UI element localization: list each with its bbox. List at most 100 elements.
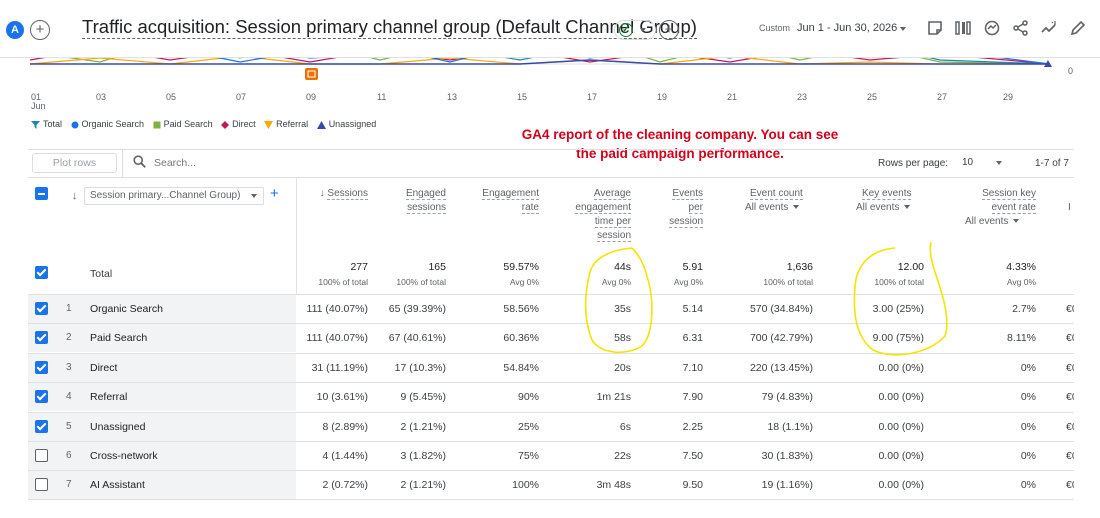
cell-events-per: 7.50 [682,450,703,462]
col-header-engaged-sessions[interactable]: Engaged sessions [380,187,446,215]
total-engaged-sub: 100% of total [396,277,446,287]
legend-item-direct[interactable]: Direct [221,119,256,129]
cell-engaged: 2 (1.21%) [400,479,446,492]
rows-per-page-select[interactable]: 10 [962,157,974,168]
legend-item-referral[interactable]: Referral [264,119,308,129]
table-row[interactable]: 7 AI Assistant 2 (0.72%) 2 (1.21%) 100% 3m 48… [28,470,1074,500]
col-header-label: Events [672,188,703,200]
plot-rows-button[interactable]: Plot rows [32,153,117,173]
report-title: Traffic acquisition: Session primary cha… [82,16,697,39]
col-header-label: I [1068,202,1071,213]
x-tick: 13 [447,92,458,102]
trend-icon[interactable] [1040,19,1058,37]
row-checkbox[interactable] [35,449,48,462]
row-checkbox[interactable] [35,302,48,315]
search-icon [133,155,146,168]
col-header-session-key-event-rate[interactable]: Session key event rate All events [960,187,1036,229]
legend-label: Total [43,119,63,129]
cell-overflow: €0 [1066,450,1074,462]
legend-item-unassigned[interactable]: Unassigned [316,119,376,129]
legend-item-organic-search[interactable]: Organic Search [71,119,145,129]
cell-engaged: 3 (1.82%) [400,450,446,462]
search-input[interactable] [154,154,354,171]
add-dimension-button[interactable]: + [270,185,279,202]
cell-sessions: 111 (40.07%) [306,303,368,315]
col-header-event-count[interactable]: Event count All events [720,187,810,215]
channel-name[interactable]: Organic Search [90,303,163,315]
col-header-events-per-session[interactable]: Events per session [650,187,703,229]
cell-ske-rate: 8.11% [1007,332,1036,345]
channel-name[interactable]: Direct [90,361,118,374]
share-icon[interactable] [1012,19,1030,37]
legend-label: Organic Search [81,119,145,129]
highlight-ring-avg-time [584,247,653,353]
channel-name[interactable]: Cross-network [90,450,158,462]
chevron-down-icon[interactable] [996,161,1002,165]
cell-events-per: 9.50 [682,479,703,492]
ske-filter-label: All events [965,216,1009,227]
col-header-sessions[interactable]: ↓ Sessions [300,187,368,201]
cell-overflow: €0 [1066,303,1074,315]
pencil-icon[interactable] [1069,19,1087,37]
chevron-down-icon [1013,219,1020,224]
edit-report-icon[interactable] [926,19,944,37]
key-event-filter-label: All events [856,202,900,213]
row-checkbox[interactable] [35,419,48,433]
col-header-key-events[interactable]: Key events All events [840,187,930,215]
cell-events-per: 7.10 [682,361,703,374]
highlight-ring-key-events [853,241,948,356]
chevron-down-icon[interactable] [900,27,906,31]
dimension-cell [28,353,296,382]
col-header-avg-engagement-time[interactable]: Average engagement time per session [555,187,631,243]
cell-sessions: 8 (2.89%) [322,420,368,433]
totals-checkbox[interactable] [35,266,48,279]
select-all-checkbox[interactable] [35,187,48,200]
channel-name[interactable]: Paid Search [90,332,148,345]
dimension-selector[interactable]: Session primary...Channel Group) [84,187,264,205]
table-row[interactable]: 3 Direct 31 (11.19%) 17 (10.3%) 54.84% 20s 7.1… [28,352,1074,382]
ske-filter-dropdown[interactable]: All events [960,215,1036,229]
add-filter-button[interactable]: + [659,20,679,40]
cell-sessions: 2 (0.72%) [322,479,368,492]
row-checkbox[interactable] [35,360,48,374]
chevron-down-icon [793,205,800,210]
col-header-overflow: I [1068,201,1074,215]
event-filter-dropdown[interactable]: All events [720,201,810,215]
table-row[interactable]: 5 Unassigned 8 (2.89%) 2 (1.21%) 25% 6s 2.25 18… [28,411,1074,441]
dimension-cell [28,295,296,323]
legend-item-paid-search[interactable]: Paid Search [153,119,213,129]
key-event-filter-dropdown[interactable]: All events [840,201,930,215]
report-status-dropdown[interactable]: ✓ [614,20,656,40]
cell-event-count: 220 (13.45%) [749,361,813,374]
x-tick: 25 [867,92,878,102]
table-row[interactable]: 2 Paid Search 111 (40.07%) 67 (40.61%) 60.36… [28,323,1074,353]
account-avatar[interactable]: A [6,21,24,39]
channel-name[interactable]: AI Assistant [90,479,145,492]
row-checkbox[interactable] [35,390,48,404]
column-divider [296,178,297,295]
compare-icon[interactable] [954,19,972,37]
row-checkbox[interactable] [35,331,48,345]
total-engagement-rate-sub: Avg 0% [509,277,539,287]
row-checkbox[interactable] [35,478,48,492]
date-range-picker[interactable]: Jun 1 - Jun 30, 2026 [797,22,898,34]
legend-item-total[interactable]: Total [31,119,63,130]
dimension-cell [28,324,296,353]
col-header-engagement-rate[interactable]: Engagement rate [462,187,539,215]
table-row[interactable]: 4 Referral 10 (3.61%) 9 (5.45%) 90% 1m 21s 7.9… [28,382,1074,412]
cell-eng-rate: 25% [517,420,539,433]
triangle-down-icon [264,120,274,129]
sort-arrow-icon[interactable]: ↓ [72,190,78,202]
col-header-label: event rate [991,202,1036,214]
table-row[interactable]: 6 Cross-network 4 (1.44%) 3 (1.82%) 75% 22s 7.… [28,441,1074,470]
x-tick: 11 [377,92,387,102]
legend-label: Direct [232,119,256,129]
channel-name[interactable]: Unassigned [90,420,146,433]
annotation-marker-icon[interactable] [305,68,318,80]
table-row[interactable]: 1 Organic Search 111 (40.07%) 65 (39.39%) 58… [28,294,1074,323]
add-comparison-button[interactable]: + [30,20,50,40]
cell-avg-time: 35s [614,303,631,315]
channel-name[interactable]: Referral [90,391,128,404]
insights-icon[interactable] [983,19,1001,37]
legend-label: Referral [276,119,309,129]
